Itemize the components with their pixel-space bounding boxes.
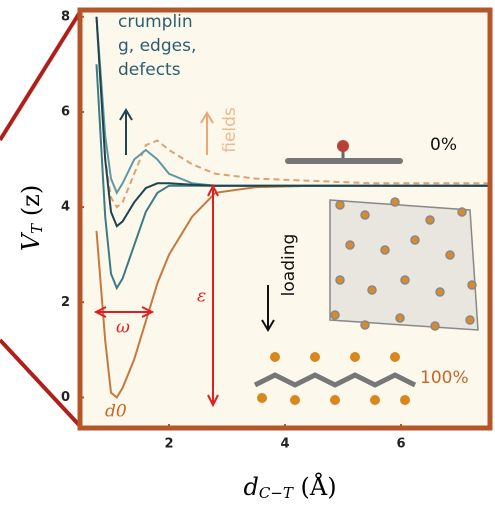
y-tick-label: 4	[61, 200, 70, 215]
series-line	[95, 16, 488, 209]
curves	[95, 16, 488, 399]
annotation: ω	[116, 318, 130, 338]
annotation: g, edges,	[118, 36, 196, 56]
y-axis-label: VT (z)	[17, 185, 47, 251]
zoom-line	[0, 338, 82, 428]
arrows	[93, 108, 275, 408]
x-label-main: d	[243, 473, 258, 501]
annotation: crumplin	[118, 12, 193, 32]
x-axis-label: dC−T (Å)	[243, 472, 336, 503]
molecule-cluster	[329, 197, 479, 331]
molecule-100	[253, 352, 417, 405]
x-tick-label: 6	[396, 437, 405, 452]
x-label-rest: (Å)	[293, 472, 337, 501]
y-tick-label: 2	[61, 295, 70, 310]
annotation: fields	[220, 107, 240, 153]
annotation: 100%	[420, 368, 469, 388]
annotation: 0%	[430, 135, 457, 155]
y-label-main: V	[17, 231, 45, 251]
x-tick-label: 2	[164, 437, 173, 452]
annotation: d0	[105, 402, 127, 422]
annotation: ε	[197, 287, 206, 307]
y-tick-label: 6	[61, 104, 70, 119]
x-tick-label: 4	[280, 437, 289, 452]
molecule-0	[285, 140, 403, 164]
y-label-rest: (z)	[17, 185, 45, 224]
x-label-sub: C−T	[259, 484, 294, 502]
series-line	[95, 16, 488, 228]
zoom-line	[0, 10, 82, 142]
y-label-sub: T	[28, 223, 46, 234]
y-tick-label: 8	[61, 9, 70, 24]
y-tick-label: 0	[61, 390, 70, 405]
annotation: loading	[279, 234, 299, 297]
annotation: defects	[118, 60, 181, 80]
